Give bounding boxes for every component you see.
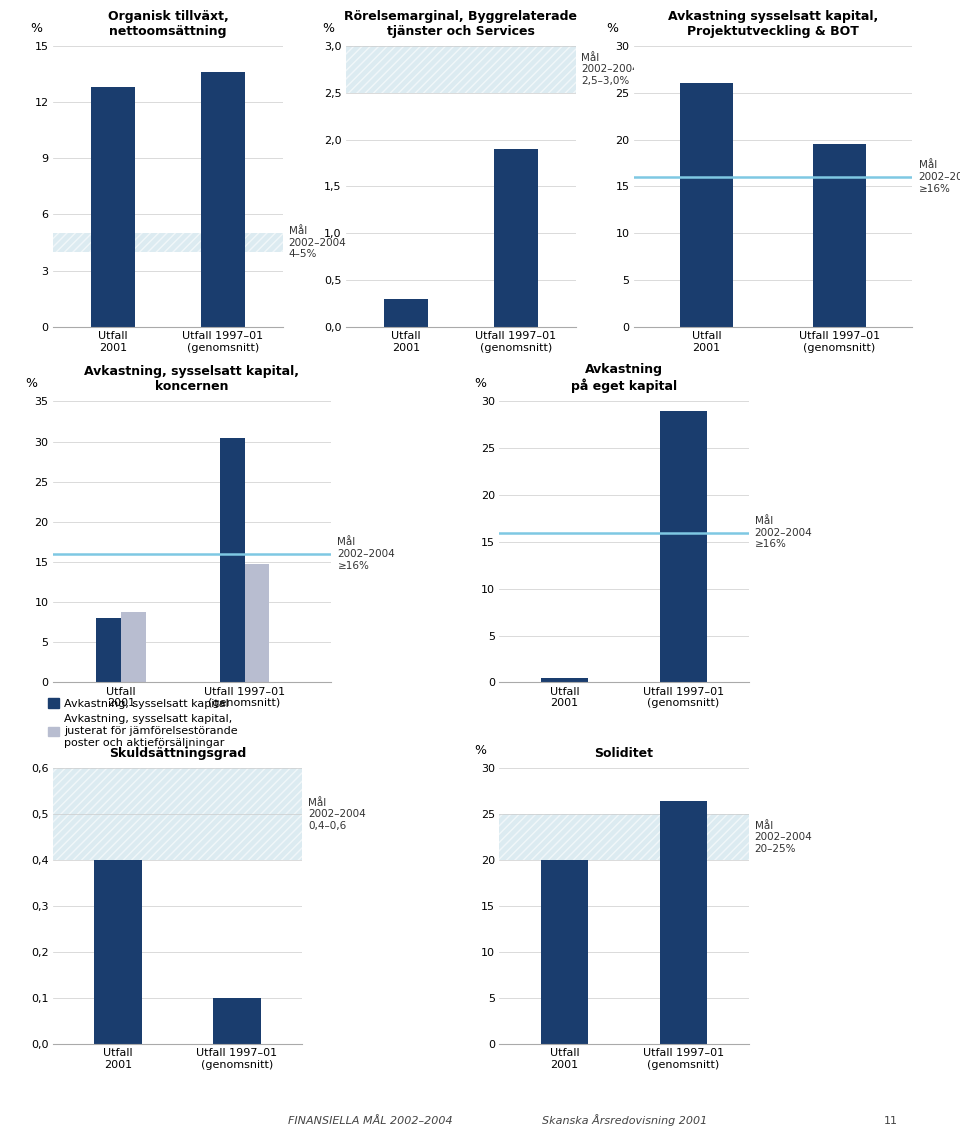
Text: %: % [606,22,618,34]
Text: Skanska Årsredovisning 2001: Skanska Årsredovisning 2001 [542,1115,708,1126]
Bar [680,84,733,327]
Text: Mål
2002–2004
20–25%: Mål 2002–2004 20–25% [755,821,812,853]
Bar [91,87,135,327]
Text: Mål
2002–2004
≥16%: Mål 2002–2004 ≥16% [755,516,812,549]
Bar [201,72,245,327]
Bar [660,411,708,682]
Text: %: % [30,22,42,34]
Bar [812,145,866,327]
Bar [53,768,302,860]
Bar [660,801,708,1044]
Title: Avkastning sysselsatt kapital,
Projektutveckling & BOT: Avkastning sysselsatt kapital, Projektut… [667,10,878,38]
Bar [493,149,538,327]
Bar [346,46,576,93]
Bar [220,437,245,682]
Title: Avkastning
på eget kapital: Avkastning på eget kapital [571,364,677,393]
Text: Mål
2002–2004
4–5%: Mål 2002–2004 4–5% [289,226,347,259]
Bar [499,814,749,860]
Legend: Avkastning, sysselsatt kapital, Avkastning, sysselsatt kapital,
justerat för jäm: Avkastning, sysselsatt kapital, Avkastni… [43,694,242,752]
Text: Mål
2002–2004
2,5–3,0%: Mål 2002–2004 2,5–3,0% [582,53,639,86]
Text: %: % [474,744,487,757]
Text: 11: 11 [883,1116,898,1126]
Title: Rörelsemarginal, Byggrelaterade
tjänster och Services: Rörelsemarginal, Byggrelaterade tjänster… [345,10,577,38]
Text: FINANSIELLA MÅL 2002–2004: FINANSIELLA MÅL 2002–2004 [288,1116,452,1126]
Bar [540,678,588,682]
Title: Soliditet: Soliditet [594,748,654,760]
Title: Organisk tillväxt,
nettoomsättning: Organisk tillväxt, nettoomsättning [108,10,228,38]
Text: Mål
2002–2004
0,4–0,6: Mål 2002–2004 0,4–0,6 [308,798,366,830]
Text: %: % [474,377,487,390]
Title: Skuldsättningsgrad: Skuldsättningsgrad [109,748,246,760]
Text: Mål
2002–2004
≥16%: Mål 2002–2004 ≥16% [919,161,960,194]
Text: Mål
2002–2004
≥16%: Mål 2002–2004 ≥16% [337,538,396,570]
Bar [213,998,261,1044]
Text: %: % [323,22,334,34]
Bar [245,563,270,682]
Bar [121,611,146,682]
Title: Avkastning, sysselsatt kapital,
koncernen: Avkastning, sysselsatt kapital, koncerne… [84,366,300,393]
Bar [540,860,588,1044]
Bar [96,618,121,682]
Bar [384,298,428,327]
Bar [53,233,283,252]
Bar [94,860,142,1044]
Text: %: % [25,377,36,390]
